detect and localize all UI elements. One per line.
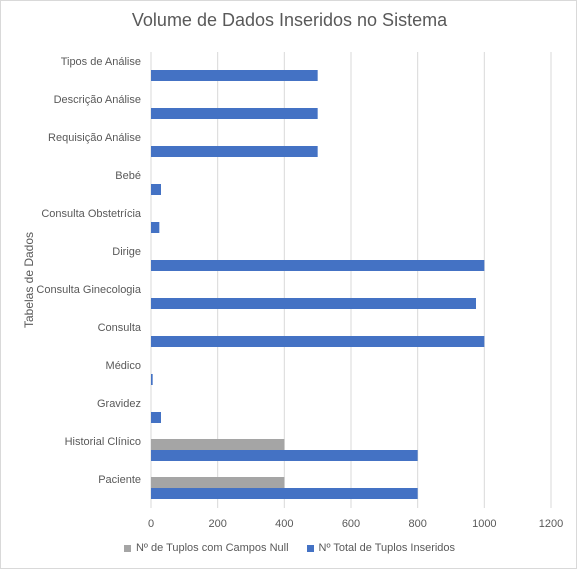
bar-total <box>151 108 318 119</box>
bar-total <box>151 298 476 309</box>
legend-swatch-null <box>123 544 131 552</box>
legend-label-total: Nº Total de Tuplos Inseridos <box>318 542 456 554</box>
bar-total <box>151 374 153 385</box>
chart-title: Volume de Dados Inseridos no Sistema <box>131 10 448 30</box>
legend-label-null: Nº de Tuplos com Campos Null <box>135 542 289 554</box>
x-tick-label: 400 <box>275 518 293 530</box>
x-tick-label: 200 <box>208 518 226 530</box>
x-tick-label: 600 <box>342 518 360 530</box>
y-tick-label: Gravidez <box>97 398 141 410</box>
y-tick-label: Consulta Ginecologia <box>36 284 141 296</box>
bar-total <box>151 260 485 271</box>
legend: Nº de Tuplos com Campos Null Nº Total de… <box>1 542 577 554</box>
bar-total <box>151 146 318 157</box>
bar-total <box>151 488 418 499</box>
bar-total <box>151 450 418 461</box>
y-tick-label: Consulta <box>98 322 142 334</box>
bar-total <box>151 70 318 81</box>
bar-total <box>151 412 161 423</box>
bar-total <box>151 222 160 233</box>
bar-total <box>151 184 161 195</box>
y-tick-label: Tipos de Análise <box>61 56 141 68</box>
y-tick-label: Bebé <box>115 170 141 182</box>
x-tick-label: 0 <box>148 518 154 530</box>
legend-item-total: Nº Total de Tuplos Inseridos <box>306 542 456 554</box>
legend-swatch-total <box>306 544 314 552</box>
bar-null <box>151 477 285 488</box>
y-tick-label: Dirige <box>112 246 141 258</box>
y-tick-label: Consulta Obstetrícia <box>41 208 142 220</box>
y-tick-label: Historial Clínico <box>65 436 141 448</box>
y-tick-label: Médico <box>106 360 141 372</box>
y-tick-label: Descrição Análise <box>54 94 141 106</box>
bar-total <box>151 336 485 347</box>
bar-null <box>151 439 285 450</box>
x-tick-label: 1200 <box>539 518 563 530</box>
legend-item-null: Nº de Tuplos com Campos Null <box>123 542 289 554</box>
y-axis-title: Tabelas de Dados <box>22 232 36 328</box>
x-tick-label: 1000 <box>472 518 496 530</box>
x-tick-label: 800 <box>408 518 426 530</box>
y-tick-label: Paciente <box>98 474 141 486</box>
y-tick-label: Requisição Análise <box>48 132 141 144</box>
